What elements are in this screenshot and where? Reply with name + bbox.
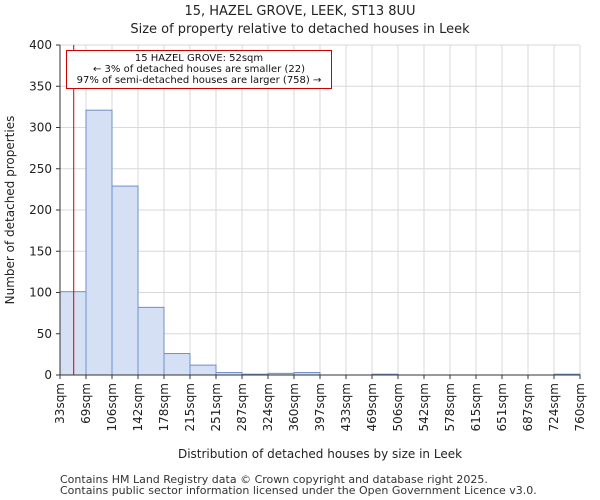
x-tick-label: 69sqm bbox=[79, 383, 93, 424]
y-axis-title: Number of detached properties bbox=[3, 116, 17, 305]
histogram-bar bbox=[137, 306, 165, 376]
property-annotation-box: 15 HAZEL GROVE: 52sqm ← 3% of detached h… bbox=[66, 50, 332, 89]
x-tick-label: 251sqm bbox=[209, 383, 223, 431]
x-tick-label: 469sqm bbox=[365, 383, 379, 431]
histogram-bar bbox=[111, 185, 139, 376]
y-tick-label: 150 bbox=[29, 244, 52, 258]
x-tick-label: 287sqm bbox=[235, 383, 249, 431]
x-tick-label: 687sqm bbox=[521, 383, 535, 431]
x-tick-label: 397sqm bbox=[313, 383, 327, 431]
y-tick-label: 300 bbox=[29, 121, 52, 135]
x-tick-label: 178sqm bbox=[157, 383, 171, 431]
x-tick-label: 651sqm bbox=[495, 383, 509, 431]
x-tick-label: 33sqm bbox=[53, 383, 67, 424]
chart-title: 15, HAZEL GROVE, LEEK, ST13 8UU bbox=[184, 4, 416, 19]
y-tick-label: 100 bbox=[29, 286, 52, 300]
footer-licence: Contains public sector information licen… bbox=[60, 484, 537, 497]
annotation-title: 15 HAZEL GROVE: 52sqm bbox=[134, 53, 264, 64]
x-tick-label: 506sqm bbox=[391, 383, 405, 431]
chart-subtitle: Size of property relative to detached ho… bbox=[130, 22, 470, 37]
histogram-bar bbox=[85, 109, 113, 376]
x-tick-label: 433sqm bbox=[339, 383, 353, 431]
histogram-bar bbox=[189, 364, 217, 376]
histogram-bar bbox=[59, 291, 87, 376]
x-tick-label: 578sqm bbox=[443, 383, 457, 431]
annotation-larger: 97% of semi-detached houses are larger (… bbox=[76, 75, 322, 86]
histogram-bar bbox=[163, 353, 191, 376]
y-tick-label: 50 bbox=[37, 327, 52, 341]
x-tick-label: 724sqm bbox=[547, 383, 561, 431]
x-tick-label: 142sqm bbox=[131, 383, 145, 431]
y-tick-label: 250 bbox=[29, 162, 52, 176]
x-tick-label: 106sqm bbox=[105, 383, 119, 431]
x-tick-label: 615sqm bbox=[469, 383, 483, 431]
y-tick-label: 350 bbox=[29, 79, 52, 93]
x-axis-title: Distribution of detached houses by size … bbox=[178, 447, 462, 461]
y-tick-label: 0 bbox=[44, 368, 52, 382]
annotation-smaller: ← 3% of detached houses are smaller (22) bbox=[93, 64, 305, 75]
y-tick-label: 400 bbox=[29, 38, 52, 52]
x-tick-label: 324sqm bbox=[261, 383, 275, 431]
x-tick-label: 760sqm bbox=[573, 383, 587, 431]
x-tick-label: 542sqm bbox=[417, 383, 431, 431]
footer-copyright: Contains HM Land Registry data © Crown c… bbox=[60, 473, 488, 486]
y-tick-label: 200 bbox=[29, 203, 52, 217]
x-tick-label: 360sqm bbox=[287, 383, 301, 431]
x-tick-label: 215sqm bbox=[183, 383, 197, 431]
